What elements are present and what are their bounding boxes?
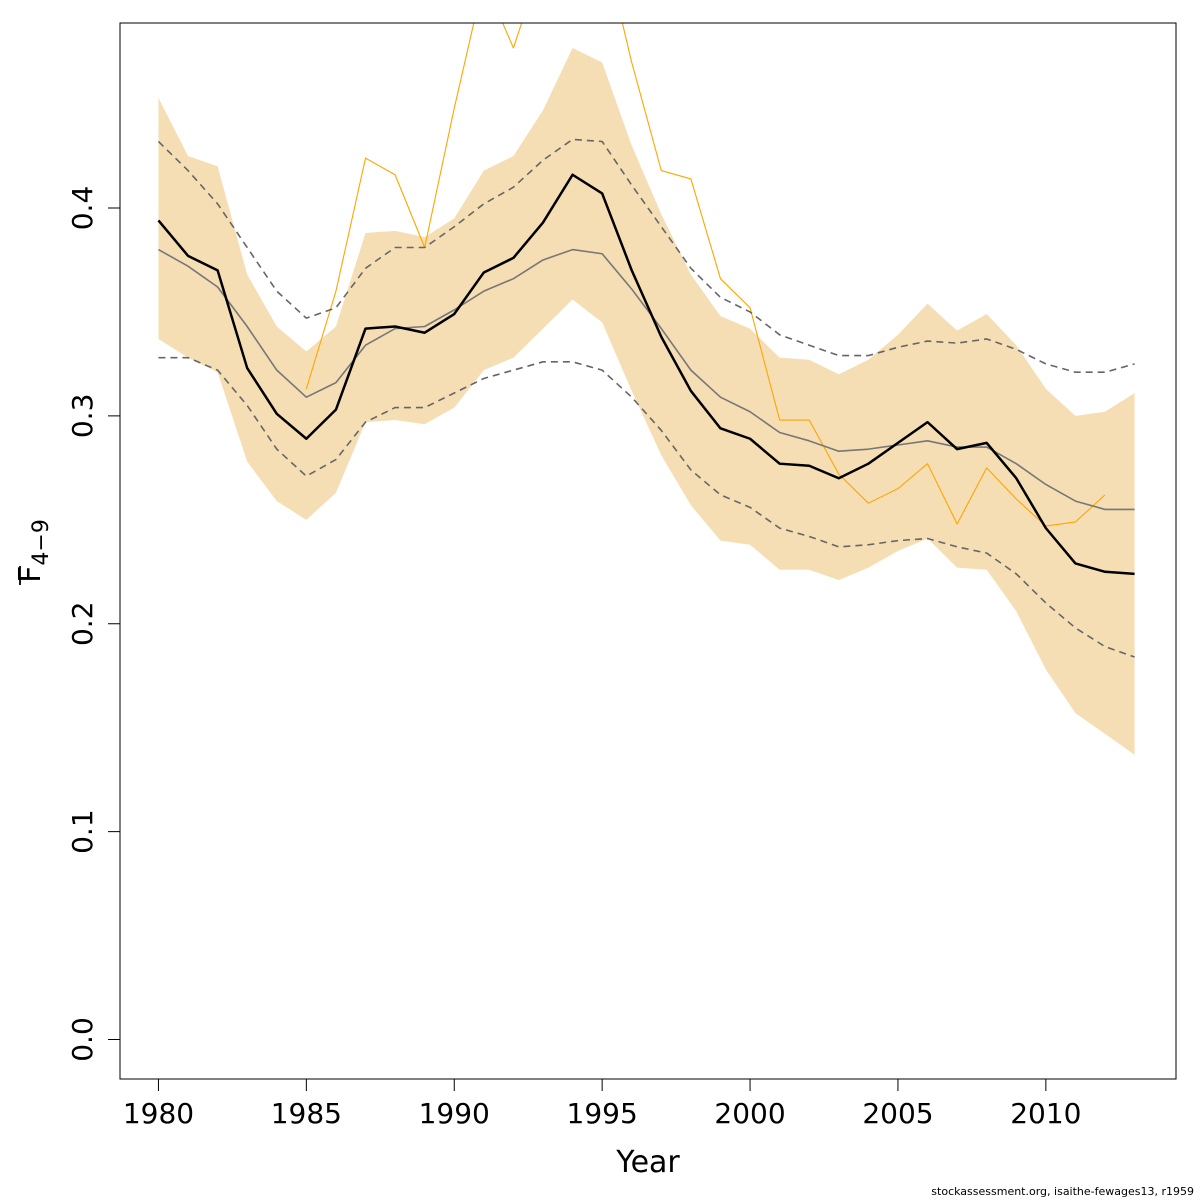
svg-text:F4−9: F4−9 — [13, 519, 54, 583]
y-tick-label: 0.3 — [66, 394, 99, 439]
y-axis-title-main: F — [13, 566, 48, 583]
y-tick-label: 0.4 — [66, 186, 99, 231]
y-axis-title: F4−9 — [13, 519, 54, 585]
x-tick-label: 1985 — [271, 1097, 342, 1130]
x-tick-label: 2010 — [1010, 1097, 1081, 1130]
series-alt-lower-line — [158, 356, 1135, 658]
y-tick-label: 0.2 — [66, 601, 99, 646]
x-tick-label: 1980 — [123, 1097, 194, 1130]
y-axis-title-subscript: 4−9 — [29, 519, 54, 565]
y-tick-label: 0.0 — [66, 1017, 99, 1062]
credit-footnote: stockassessment.org, isaithe-fewages13, … — [931, 1185, 1194, 1198]
x-tick-label: 1990 — [419, 1097, 490, 1130]
y-tick-label: 0.1 — [66, 809, 99, 854]
confidence-band — [158, 47, 1135, 755]
confidence-band-layer — [158, 47, 1135, 755]
x-tick-label: 2005 — [862, 1097, 933, 1130]
x-tick-label: 2000 — [714, 1097, 785, 1130]
y-axis: 0.0 0.1 0.2 0.3 0.4 — [66, 186, 121, 1062]
series-lines-layer — [157, 23, 1135, 658]
x-axis-title: Year — [615, 1145, 680, 1180]
series-estimate-line — [157, 173, 1135, 576]
series-retro-line — [305, 23, 1106, 527]
x-tick-label: 1995 — [567, 1097, 638, 1130]
x-axis: 1980 1985 1990 1995 2000 2005 2010 — [123, 1078, 1081, 1130]
